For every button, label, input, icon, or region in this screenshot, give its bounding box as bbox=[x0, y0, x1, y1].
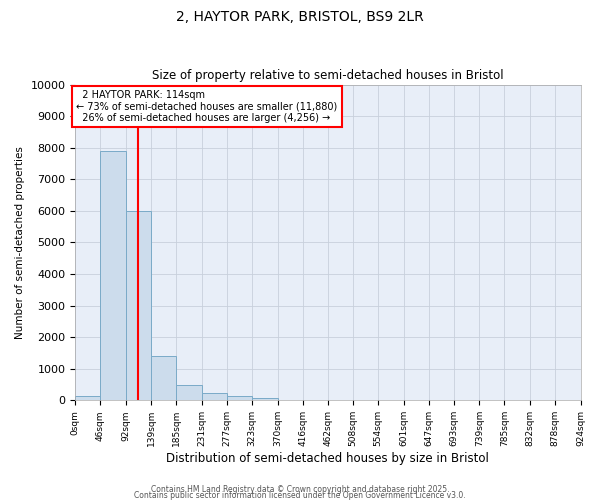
Bar bbox=[176, 384, 202, 400]
Text: Contains public sector information licensed under the Open Government Licence v3: Contains public sector information licen… bbox=[134, 491, 466, 500]
Bar bbox=[252, 398, 278, 400]
Bar bbox=[202, 393, 227, 400]
Bar bbox=[100, 151, 125, 400]
Text: Contains HM Land Registry data © Crown copyright and database right 2025.: Contains HM Land Registry data © Crown c… bbox=[151, 484, 449, 494]
X-axis label: Distribution of semi-detached houses by size in Bristol: Distribution of semi-detached houses by … bbox=[166, 452, 490, 465]
Text: 2 HAYTOR PARK: 114sqm
← 73% of semi-detached houses are smaller (11,880)
  26% o: 2 HAYTOR PARK: 114sqm ← 73% of semi-deta… bbox=[76, 90, 338, 124]
Bar bbox=[227, 396, 252, 400]
Text: 2, HAYTOR PARK, BRISTOL, BS9 2LR: 2, HAYTOR PARK, BRISTOL, BS9 2LR bbox=[176, 10, 424, 24]
Bar bbox=[151, 356, 176, 401]
Title: Size of property relative to semi-detached houses in Bristol: Size of property relative to semi-detach… bbox=[152, 69, 504, 82]
Y-axis label: Number of semi-detached properties: Number of semi-detached properties bbox=[15, 146, 25, 339]
Bar bbox=[75, 396, 100, 400]
Bar bbox=[125, 211, 151, 400]
